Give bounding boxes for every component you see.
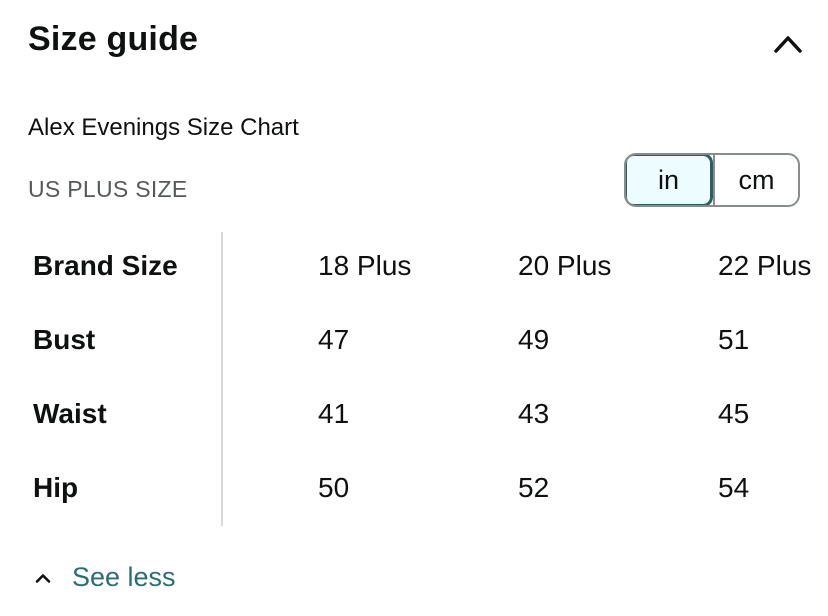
chevron-up-icon — [35, 573, 51, 583]
see-less-label: See less — [72, 562, 176, 592]
size-table: Brand Size 18 Plus 20 Plus 22 Plus Bust … — [0, 232, 828, 526]
collapse-button[interactable] — [768, 26, 808, 62]
unit-option-cm[interactable]: cm — [713, 155, 798, 205]
row-label: Hip — [33, 472, 79, 503]
chevron-up-icon — [774, 36, 802, 53]
unit-toggle: in cm — [624, 153, 800, 207]
row-label: Brand Size — [33, 250, 178, 281]
unit-option-in[interactable]: in — [626, 155, 713, 205]
table-row-waist: Waist 41 43 45 — [0, 380, 828, 454]
table-cell: 54 — [718, 472, 750, 503]
row-label: Bust — [33, 324, 96, 355]
table-cell: 50 — [318, 472, 350, 503]
table-cell: 47 — [318, 324, 350, 355]
table-divider — [221, 232, 223, 526]
table-cell: 52 — [518, 472, 550, 503]
size-region-label: US PLUS SIZE — [28, 176, 188, 202]
see-less-link[interactable]: See less — [34, 562, 176, 593]
table-cell: 49 — [518, 324, 550, 355]
size-chart-name: Alex Evenings Size Chart — [28, 114, 299, 141]
table-cell: 45 — [718, 398, 750, 429]
table-cell: 18 Plus — [318, 250, 412, 281]
table-cell: 20 Plus — [518, 250, 612, 281]
table-row-hip: Hip 50 52 54 — [0, 454, 828, 528]
table-cell: 22 Plus — [718, 250, 812, 281]
table-row-bust: Bust 47 49 51 — [0, 306, 828, 380]
table-row-brand-size: Brand Size 18 Plus 20 Plus 22 Plus — [0, 232, 828, 306]
size-guide-title: Size guide — [28, 20, 199, 58]
row-label: Waist — [33, 398, 107, 429]
table-cell: 51 — [718, 324, 750, 355]
table-cell: 43 — [518, 398, 550, 429]
table-cell: 41 — [318, 398, 350, 429]
